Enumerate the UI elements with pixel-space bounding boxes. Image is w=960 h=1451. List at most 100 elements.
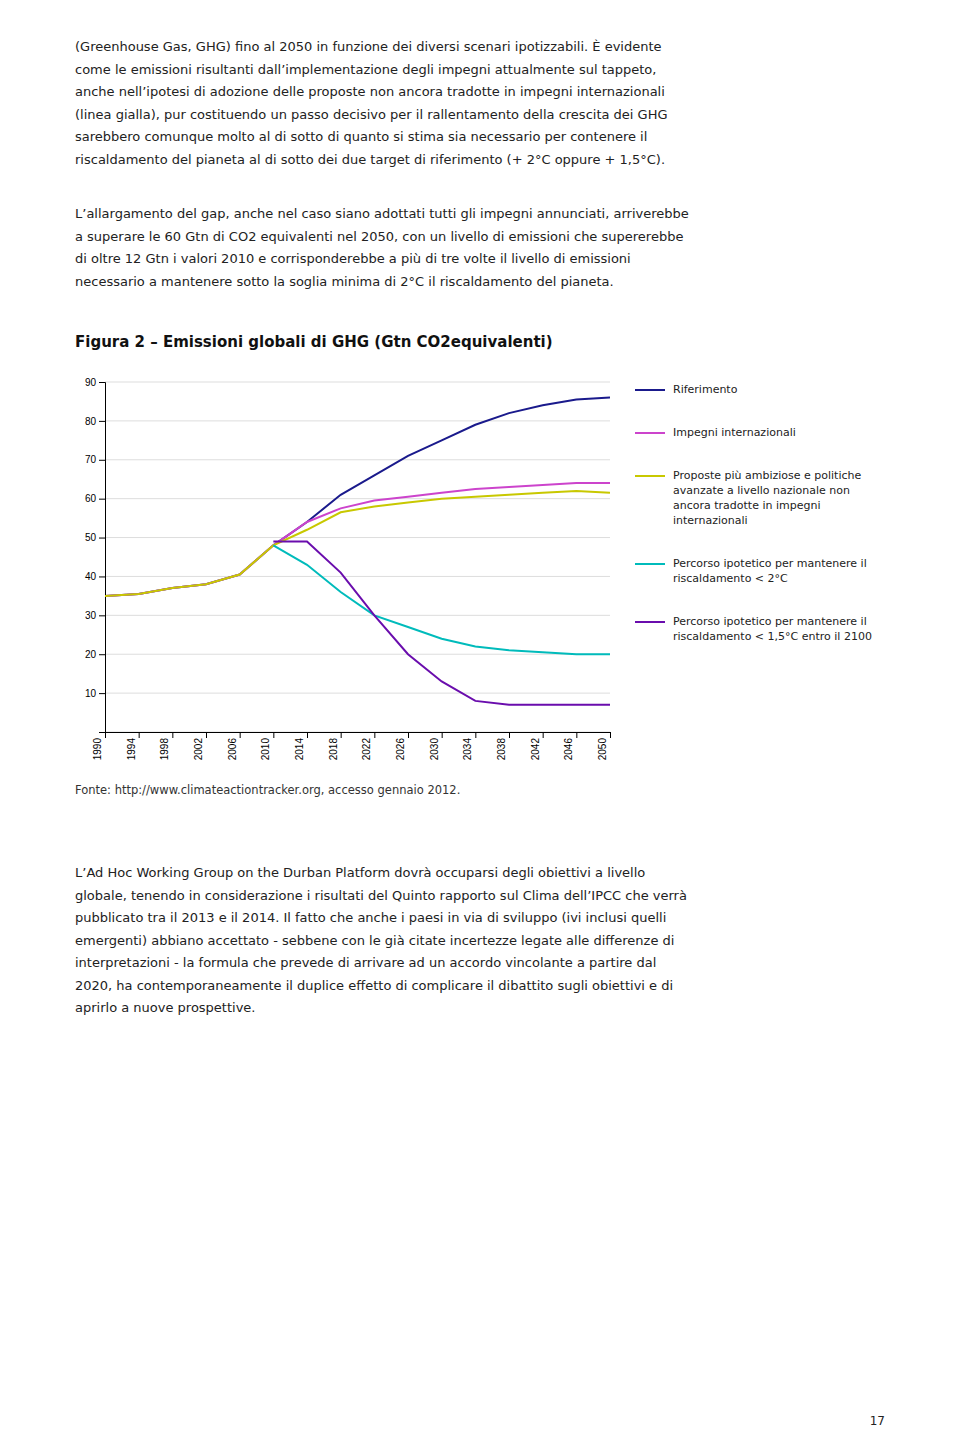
grid-line [105,576,610,577]
y-tick-label: 10 [85,688,97,699]
paragraph-line: emergenti) abbiano accettato - sebbene c… [75,933,674,948]
grid-line [105,498,610,499]
series-line [105,398,610,596]
paragraph-line: aprirlo a nuove prospettive. [75,1000,256,1015]
y-tick-label: 70 [85,454,97,465]
x-tick-mark [139,732,140,738]
y-axis: 102030405060708090 [85,377,106,733]
y-tick-mark [99,732,105,733]
paragraph-line: pubblicato tra il 2013 e il 2014. Il fat… [75,910,666,925]
grid-line [105,420,610,421]
grid-line [105,654,610,655]
x-tick: 2042 [530,732,544,760]
y-tick-mark [99,421,105,422]
x-tick-mark [307,732,308,738]
y-axis-line [99,383,106,733]
paragraph-line: L’allargamento del gap, anche nel caso s… [75,206,689,221]
x-tick: 2006 [227,732,241,760]
x-axis: 1990199419982002200620102014201820222026… [92,732,611,760]
paragraph-line: globale, tenendo in considerazione i ris… [75,888,687,903]
y-tick-mark [99,576,105,577]
x-tick-mark [172,732,173,738]
x-tick: 2014 [294,732,308,760]
paragraph-line: necessario a mantenere sotto la soglia m… [75,274,614,289]
y-tick: 50 [85,532,105,543]
paragraph: (Greenhouse Gas, GHG) fino al 2050 in fu… [75,39,668,167]
paragraph-line: 2020, ha contemporaneamente il duplice e… [75,978,673,993]
x-tick: 2046 [563,732,577,760]
x-tick-mark [610,732,611,738]
y-tick: 60 [85,493,105,504]
series-line [273,545,610,654]
x-tick-mark [341,732,342,738]
x-tick-label: 2050 [597,738,608,761]
grid-line [105,615,610,616]
chart-title: Figura 2 – Emissioni globali di GHG (Gtn… [75,333,553,351]
legend-swatch [635,389,665,391]
x-tick-mark [374,732,375,738]
y-tick-mark [99,460,105,461]
x-tick: 2026 [395,732,409,760]
legend-item: Proposte più ambiziose e politicheavanza… [635,469,862,527]
x-tick: 2010 [260,732,274,760]
y-tick: 80 [85,416,105,427]
y-tick-label: 90 [85,377,97,388]
grid-line [105,382,610,383]
x-tick-label: 1990 [92,738,103,761]
y-tick-mark [99,615,105,616]
x-tick-mark [543,732,544,738]
y-tick-label: 80 [85,416,97,427]
legend-swatch [635,563,665,565]
x-tick-label: 2014 [294,738,305,761]
y-tick: 70 [85,454,105,465]
y-tick-label: 60 [85,493,97,504]
y-tick-label: 20 [85,649,97,660]
x-tick-mark [408,732,409,738]
y-tick-mark [99,654,105,655]
y-tick-label: 30 [85,610,97,621]
x-tick-label: 1998 [159,738,170,761]
legend-label: Proposte più ambiziose e politicheavanza… [673,469,862,527]
x-tick-label: 2018 [328,738,339,761]
y-tick-mark [99,499,105,500]
paragraph-line: (Greenhouse Gas, GHG) fino al 2050 in fu… [75,39,662,54]
paragraph-line: come le emissioni risultanti dall’implem… [75,62,656,77]
legend-swatch [635,432,665,434]
y-tick-mark [99,382,105,383]
paragraph-line: di oltre 12 Gtn i valori 2010 e corrispo… [75,251,631,266]
paragraph-line: sarebbero comunque molto al di sotto di … [75,129,647,144]
series-line [273,541,610,704]
y-tick: 90 [85,377,105,388]
x-tick-label: 2034 [462,738,473,761]
x-tick-mark [442,732,443,738]
grid [105,382,610,732]
x-tick-label: 2010 [260,738,271,761]
x-tick: 1990 [92,732,106,760]
x-tick-mark [273,732,274,738]
x-tick: 2018 [328,732,342,760]
x-tick-mark [509,732,510,738]
y-tick: 30 [85,610,105,621]
legend-item: Impegni internazionali [635,426,796,439]
legend-swatch [635,621,665,623]
legend-label: Impegni internazionali [673,426,796,439]
chart: 1020304050607080901990199419982002200620… [85,377,611,761]
x-tick-label: 2026 [395,738,406,761]
x-tick-mark [240,732,241,738]
x-tick: 2022 [361,732,375,760]
x-tick-label: 2030 [429,738,440,761]
x-tick: 2034 [462,732,476,760]
grid-line [105,693,610,694]
legend-item: Riferimento [635,383,738,396]
x-tick: 1998 [159,732,173,760]
y-tick-mark [99,693,105,694]
x-tick-label: 2042 [530,738,541,761]
x-tick-mark [105,732,106,738]
paragraph-line: riscaldamento del pianeta al di sotto de… [75,152,665,167]
paragraph-line: interpretazioni - la formula che prevede… [75,955,656,970]
page-number: 17 [870,1414,885,1428]
x-tick-mark [206,732,207,738]
x-tick-label: 2002 [193,738,204,761]
x-tick-label: 2006 [227,738,238,761]
y-tick [99,732,105,733]
